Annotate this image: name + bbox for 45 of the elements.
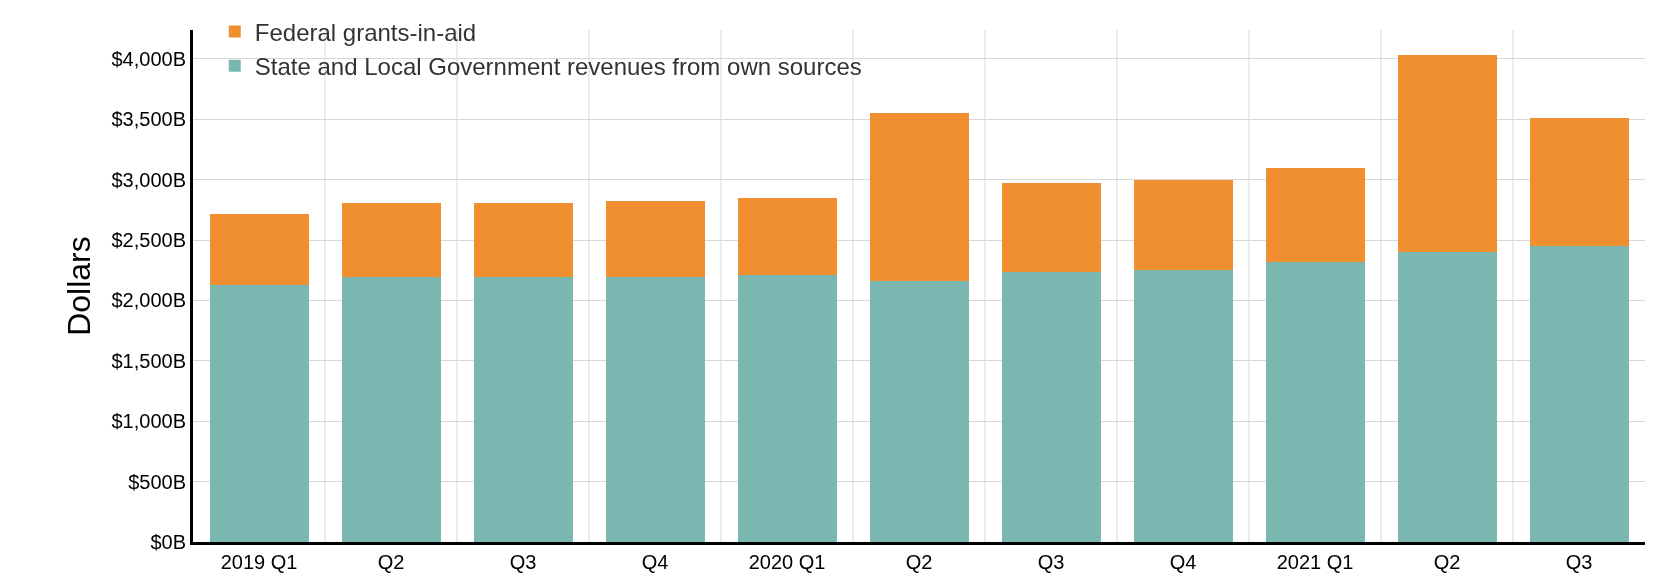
x-tick-label: 2020 Q1	[748, 551, 826, 573]
bar	[473, 276, 573, 542]
x-tick-label: Q2	[905, 551, 933, 573]
x-tick-label: Q4	[1169, 551, 1197, 573]
y-tick-label: $0B	[150, 531, 186, 553]
y-tick-label: $1,500B	[111, 349, 186, 372]
bar	[869, 281, 969, 542]
y-tick-label: $2,000B	[111, 289, 186, 312]
bar	[1265, 262, 1365, 542]
bar	[1001, 271, 1101, 542]
x-tick-label: Q2	[1433, 551, 1461, 573]
bar	[605, 201, 705, 277]
y-tick-label: $500B	[128, 470, 186, 493]
legend-label: Federal grants-in-aid	[254, 18, 477, 46]
bar	[605, 276, 705, 542]
y-tick-label: $4,000B	[111, 47, 186, 70]
bar	[1001, 182, 1101, 272]
bar	[869, 112, 969, 282]
bar	[737, 275, 837, 542]
bar	[1133, 179, 1233, 270]
bar	[1265, 168, 1365, 263]
bar	[473, 202, 573, 277]
bar	[1133, 269, 1233, 542]
bar	[341, 202, 441, 277]
bar	[209, 284, 309, 542]
x-tick-label: Q3	[1037, 551, 1065, 573]
y-tick-label: $3,000B	[111, 168, 186, 191]
bar	[1397, 252, 1497, 542]
y-tick-label: $2,500B	[111, 229, 186, 252]
bar	[1529, 118, 1629, 246]
bar	[209, 213, 309, 285]
x-tick-label: Q3	[1565, 551, 1593, 573]
x-tick-label: 2019 Q1	[220, 551, 298, 573]
legend-label: State and Local Government revenues from own sources	[254, 53, 862, 81]
y-tick-label: $3,500B	[111, 108, 186, 131]
x-tick-label: Q2	[377, 551, 405, 573]
x-tick-label: Q3	[509, 551, 537, 573]
bar	[737, 197, 837, 276]
x-tick-label: Q4	[641, 551, 669, 573]
y-axis-title: Dollars	[60, 236, 97, 336]
bar	[1529, 245, 1629, 542]
bar	[1397, 55, 1497, 253]
bar	[341, 276, 441, 542]
y-tick-label: $1,000B	[111, 410, 186, 433]
x-tick-label: 2021 Q1	[1276, 551, 1354, 573]
